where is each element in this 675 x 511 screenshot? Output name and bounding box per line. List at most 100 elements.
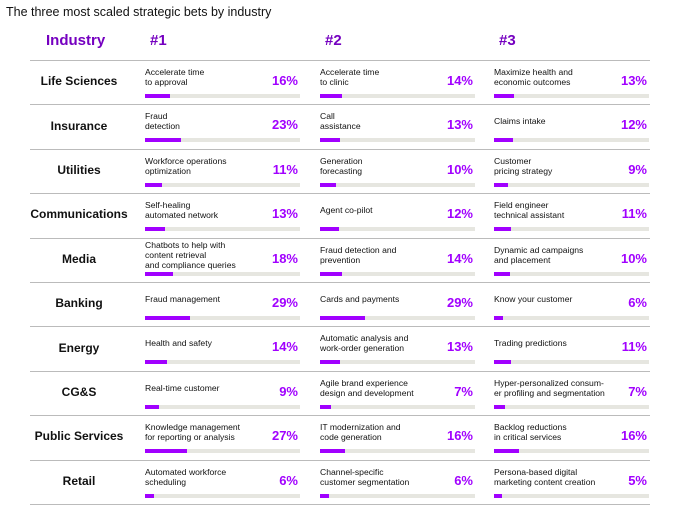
bar-track	[145, 94, 300, 98]
industry-label: Communications	[30, 207, 128, 222]
bet-value: 13%	[620, 73, 647, 88]
bar	[494, 94, 515, 98]
bar-track	[145, 493, 300, 498]
bar	[320, 182, 336, 187]
bet-value: 9%	[279, 383, 298, 399]
bar-track	[494, 227, 649, 232]
bar	[320, 493, 330, 498]
bar	[494, 138, 513, 143]
bet-value: 16%	[620, 428, 647, 444]
bar-track	[494, 404, 649, 409]
bet-value: 14%	[446, 73, 473, 88]
industry-label: Banking	[55, 296, 103, 311]
bar	[145, 316, 190, 320]
bet-label: Accelerate time to clinic	[320, 67, 380, 87]
bar	[145, 94, 170, 98]
bet-label: Agile brand experience design and develo…	[320, 377, 414, 398]
column-header: #2	[325, 32, 342, 49]
bar	[494, 493, 502, 498]
bar-track	[320, 182, 475, 187]
bar-track	[145, 227, 300, 232]
bar	[320, 404, 331, 409]
bar-track	[320, 138, 475, 143]
industry-label: Public Services	[34, 429, 124, 444]
bet-label: Automated workforce scheduling	[145, 466, 227, 487]
bet-value: 11%	[272, 161, 298, 177]
bar-track	[494, 138, 649, 143]
bet-value: 16%	[271, 73, 298, 88]
row-separator	[30, 415, 650, 417]
bar-track	[320, 227, 475, 232]
bet-value: 10%	[620, 250, 647, 266]
industry-label: Energy	[58, 340, 100, 355]
row-separator	[30, 504, 650, 505]
bet-label: Hyper-personalized consum- er profiling …	[494, 377, 605, 398]
bet-value: 16%	[446, 428, 473, 444]
bet-value: 29%	[446, 295, 473, 310]
bar-track	[494, 360, 649, 365]
column-header: #1	[150, 32, 167, 49]
bet-value: 9%	[628, 161, 647, 177]
bar	[494, 449, 519, 454]
bet-label: Generation forecasting	[320, 155, 363, 176]
bet-label: Dynamic ad campaigns and placement	[494, 244, 584, 265]
bar-track	[145, 138, 300, 143]
industry-label: Retail	[62, 473, 96, 488]
bet-label: Trading predictions	[494, 338, 567, 349]
bar	[145, 182, 163, 187]
row-separator	[30, 60, 650, 61]
bet-label: Customer pricing strategy	[494, 155, 553, 176]
bet-label: Cards and payments	[320, 294, 400, 304]
bet-label: Backlog reductions in critical services	[494, 422, 567, 443]
bet-label: Agent co-pilot	[320, 205, 373, 216]
row-separator	[30, 459, 650, 461]
bet-value: 27%	[271, 428, 298, 444]
bet-value: 18%	[271, 250, 298, 266]
bet-value: 6%	[628, 295, 647, 310]
bar	[145, 271, 173, 276]
bet-label: Chatbots to help with content retrieval …	[145, 239, 236, 270]
bar	[320, 138, 341, 143]
bet-label: Automatic analysis and work-order genera…	[320, 333, 409, 354]
bar	[320, 94, 342, 98]
bar	[494, 316, 504, 320]
bet-label: Fraud detection	[145, 111, 180, 132]
bet-value: 13%	[446, 117, 473, 133]
bar-track	[320, 449, 475, 454]
bar	[145, 493, 155, 498]
bar-track	[320, 94, 475, 98]
bar	[145, 227, 166, 232]
bet-value: 6%	[454, 472, 473, 488]
bar-track	[145, 316, 300, 320]
row-separator	[30, 326, 650, 328]
bet-label: Accelerate time to approval	[145, 67, 205, 87]
bet-label: Channel-specific customer segmentation	[320, 466, 410, 487]
bet-value: 11%	[621, 339, 647, 355]
bet-label: Field engineer technical assistant	[494, 200, 565, 221]
bet-value: 12%	[446, 206, 473, 222]
bar	[494, 404, 505, 409]
title: The three most scaled strategic bets by …	[6, 5, 272, 19]
bar-track	[494, 493, 649, 498]
bet-label: Fraud detection and prevention	[320, 244, 397, 265]
industry-label: Insurance	[50, 118, 108, 133]
bar	[320, 316, 365, 320]
bet-label: Claims intake	[494, 116, 546, 127]
bet-label: Real-time customer	[145, 382, 220, 393]
bar-track	[494, 316, 649, 320]
bar-track	[494, 182, 649, 187]
bar-track	[494, 449, 649, 454]
industry-label: Life Sciences	[40, 74, 118, 89]
bet-value: 13%	[446, 339, 473, 355]
row-separator	[30, 282, 650, 283]
bar-track	[320, 316, 475, 320]
bet-label: Know your customer	[494, 294, 573, 304]
bar-track	[320, 271, 475, 276]
bar	[145, 138, 181, 143]
bar	[320, 360, 341, 365]
bar-track	[145, 404, 300, 409]
bet-label: Knowledge management for reporting or an…	[145, 422, 241, 443]
bet-label: Health and safety	[145, 338, 212, 349]
bet-label: Call assistance	[320, 111, 361, 132]
